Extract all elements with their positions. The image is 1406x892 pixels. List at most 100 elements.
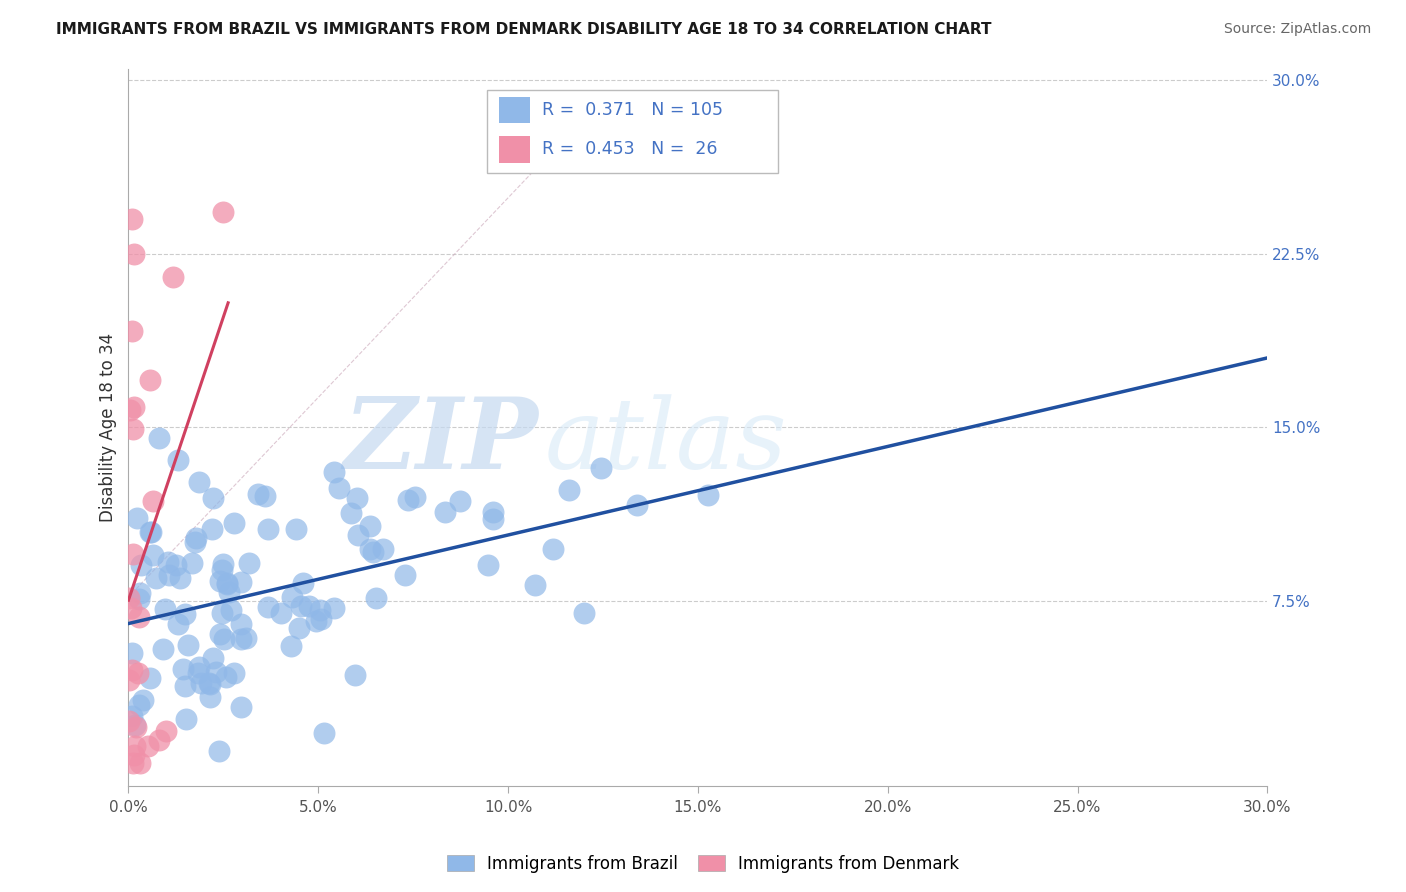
Point — [122, 547, 145, 561]
Point — [128, 609, 150, 624]
Point — [328, 481, 350, 495]
Point — [155, 723, 177, 738]
Point — [181, 556, 204, 570]
Point — [449, 494, 471, 508]
Point — [218, 584, 240, 599]
Point — [157, 567, 180, 582]
Point — [128, 592, 150, 607]
Point — [124, 720, 146, 734]
Point — [142, 548, 165, 562]
Point — [139, 671, 162, 685]
Point — [139, 524, 162, 539]
Point — [120, 600, 142, 615]
Point — [188, 475, 211, 489]
Point — [589, 461, 612, 475]
Point — [120, 403, 142, 417]
Point — [219, 602, 242, 616]
Point — [212, 557, 235, 571]
Point — [371, 541, 394, 556]
FancyBboxPatch shape — [488, 90, 778, 172]
Point — [121, 646, 143, 660]
Point — [148, 431, 170, 445]
Point — [118, 591, 141, 605]
Point — [231, 700, 253, 714]
Point — [211, 563, 233, 577]
Point — [172, 662, 194, 676]
Point — [215, 576, 238, 591]
Point — [212, 205, 235, 219]
Point — [121, 324, 143, 338]
Text: R =  0.453   N =  26: R = 0.453 N = 26 — [541, 140, 717, 159]
Point — [253, 489, 276, 503]
Point — [235, 631, 257, 645]
Point — [305, 614, 328, 628]
Point — [198, 677, 221, 691]
Point — [198, 690, 221, 704]
Point — [482, 512, 505, 526]
Point — [280, 639, 302, 653]
Point — [214, 670, 236, 684]
Point — [222, 666, 245, 681]
Point — [132, 692, 155, 706]
Point — [121, 211, 143, 226]
Point — [177, 638, 200, 652]
Point — [290, 599, 312, 613]
Point — [122, 756, 145, 770]
Point — [166, 617, 188, 632]
Point — [291, 575, 314, 590]
Point — [322, 465, 344, 479]
Point — [346, 491, 368, 506]
Point — [122, 747, 145, 762]
Point — [256, 600, 278, 615]
Point — [202, 491, 225, 505]
Point — [246, 487, 269, 501]
Point — [153, 602, 176, 616]
Point — [122, 401, 145, 415]
Point — [208, 626, 231, 640]
Point — [626, 498, 648, 512]
Text: atlas: atlas — [544, 393, 787, 489]
Point — [124, 739, 146, 754]
Text: IMMIGRANTS FROM BRAZIL VS IMMIGRANTS FROM DENMARK DISABILITY AGE 18 TO 34 CORREL: IMMIGRANTS FROM BRAZIL VS IMMIGRANTS FRO… — [56, 22, 991, 37]
Point — [187, 666, 209, 681]
Point — [359, 518, 381, 533]
Point — [174, 712, 197, 726]
Point — [270, 606, 292, 620]
Point — [280, 591, 302, 605]
Point — [121, 709, 143, 723]
Point — [339, 506, 361, 520]
Point — [128, 698, 150, 712]
Point — [285, 522, 308, 536]
Point — [312, 726, 335, 740]
Point — [256, 522, 278, 536]
Point — [157, 555, 180, 569]
Bar — [499, 136, 530, 162]
Point — [121, 422, 143, 436]
Point — [209, 574, 232, 588]
Point — [208, 744, 231, 758]
Point — [173, 607, 195, 621]
Point — [129, 558, 152, 573]
Text: Source: ZipAtlas.com: Source: ZipAtlas.com — [1223, 22, 1371, 37]
Point — [152, 641, 174, 656]
Point — [145, 571, 167, 585]
Point — [311, 612, 333, 626]
Point — [183, 534, 205, 549]
Point — [173, 679, 195, 693]
Point — [127, 666, 149, 681]
Point — [347, 528, 370, 542]
Point — [215, 576, 238, 591]
Y-axis label: Disability Age 18 to 34: Disability Age 18 to 34 — [100, 333, 117, 522]
Point — [205, 665, 228, 680]
Point — [343, 668, 366, 682]
Point — [323, 601, 346, 615]
Point — [184, 531, 207, 545]
Point — [477, 558, 499, 573]
Point — [359, 541, 381, 556]
Point — [139, 373, 162, 387]
Point — [558, 483, 581, 498]
Point — [396, 492, 419, 507]
Point — [222, 516, 245, 530]
Point — [198, 676, 221, 690]
Point — [238, 556, 260, 570]
